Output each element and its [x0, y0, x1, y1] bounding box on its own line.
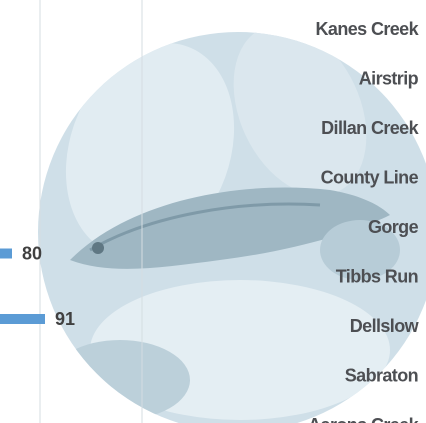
category-label: Airstrip — [359, 68, 419, 88]
category-label: Sabraton — [345, 365, 418, 385]
category-label: Kanes Creek — [316, 19, 420, 39]
category-label: Aarons Creek — [308, 415, 419, 423]
category-label: Tibbs Run — [336, 266, 418, 286]
background-photo — [38, 0, 426, 423]
value-label: 91 — [55, 309, 75, 329]
category-label: Dellslow — [350, 316, 420, 336]
bar — [0, 248, 12, 259]
category-label: Dillan Creek — [321, 118, 419, 138]
category-label: Gorge — [368, 217, 419, 237]
value-label: 80 — [22, 243, 42, 263]
category-label: County Line — [321, 167, 419, 187]
bar — [0, 314, 45, 324]
